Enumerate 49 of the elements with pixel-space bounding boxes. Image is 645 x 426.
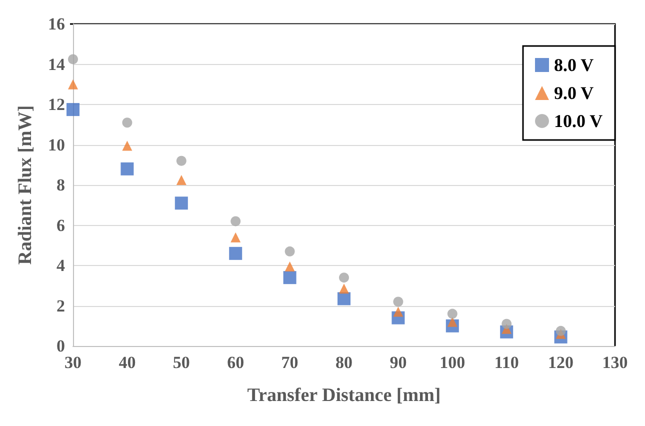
y-tick-label: 16 — [48, 14, 65, 34]
y-tick-label: 12 — [48, 95, 65, 114]
point — [174, 196, 188, 210]
x-tick-label: 100 — [440, 353, 466, 372]
x-tick-label: 50 — [172, 353, 190, 372]
point — [176, 156, 186, 166]
point — [68, 54, 78, 64]
point — [229, 246, 242, 260]
x-tick-label: 110 — [494, 353, 519, 372]
point — [393, 296, 404, 307]
x-tick-label: 30 — [64, 353, 82, 372]
point — [284, 246, 295, 256]
point — [447, 316, 458, 327]
legend-label: 9.0 V — [554, 83, 594, 103]
x-tick-label: 40 — [118, 353, 136, 372]
x-axis-title: Transfer Distance [mm] — [247, 385, 441, 406]
point — [447, 308, 458, 319]
point — [339, 272, 349, 283]
y-tick-label: 6 — [56, 216, 65, 235]
point — [122, 118, 132, 128]
y-tick-label: 2 — [56, 296, 65, 316]
point — [393, 306, 404, 317]
x-tick-label: 120 — [548, 353, 574, 372]
legend-label: 10.0 V — [554, 111, 603, 131]
x-tick-label: 70 — [281, 353, 298, 372]
y-tick-label: 10 — [48, 135, 65, 154]
x-tick-label: 60 — [227, 353, 244, 372]
legend-label: 8.0 V — [554, 55, 594, 75]
y-tick-label: 0 — [56, 336, 65, 356]
point — [176, 174, 186, 185]
x-tick-label: 80 — [336, 353, 352, 372]
y-tick-label: 8 — [56, 176, 65, 194]
point — [338, 292, 350, 306]
point — [120, 162, 134, 176]
point — [284, 262, 295, 272]
x-tick-label: 130 — [602, 353, 628, 372]
point — [68, 79, 78, 90]
y-axis-title: Radiant Flux [mW] — [15, 105, 36, 265]
y-tick-label: 4 — [56, 256, 66, 275]
point — [283, 271, 296, 284]
point — [66, 103, 80, 116]
point — [556, 326, 566, 336]
x-tick-label: 90 — [390, 353, 407, 372]
point — [122, 140, 132, 151]
point — [502, 318, 512, 329]
point — [230, 216, 241, 226]
y-tick-label: 14 — [48, 54, 66, 74]
point — [339, 284, 349, 294]
point — [230, 232, 241, 242]
